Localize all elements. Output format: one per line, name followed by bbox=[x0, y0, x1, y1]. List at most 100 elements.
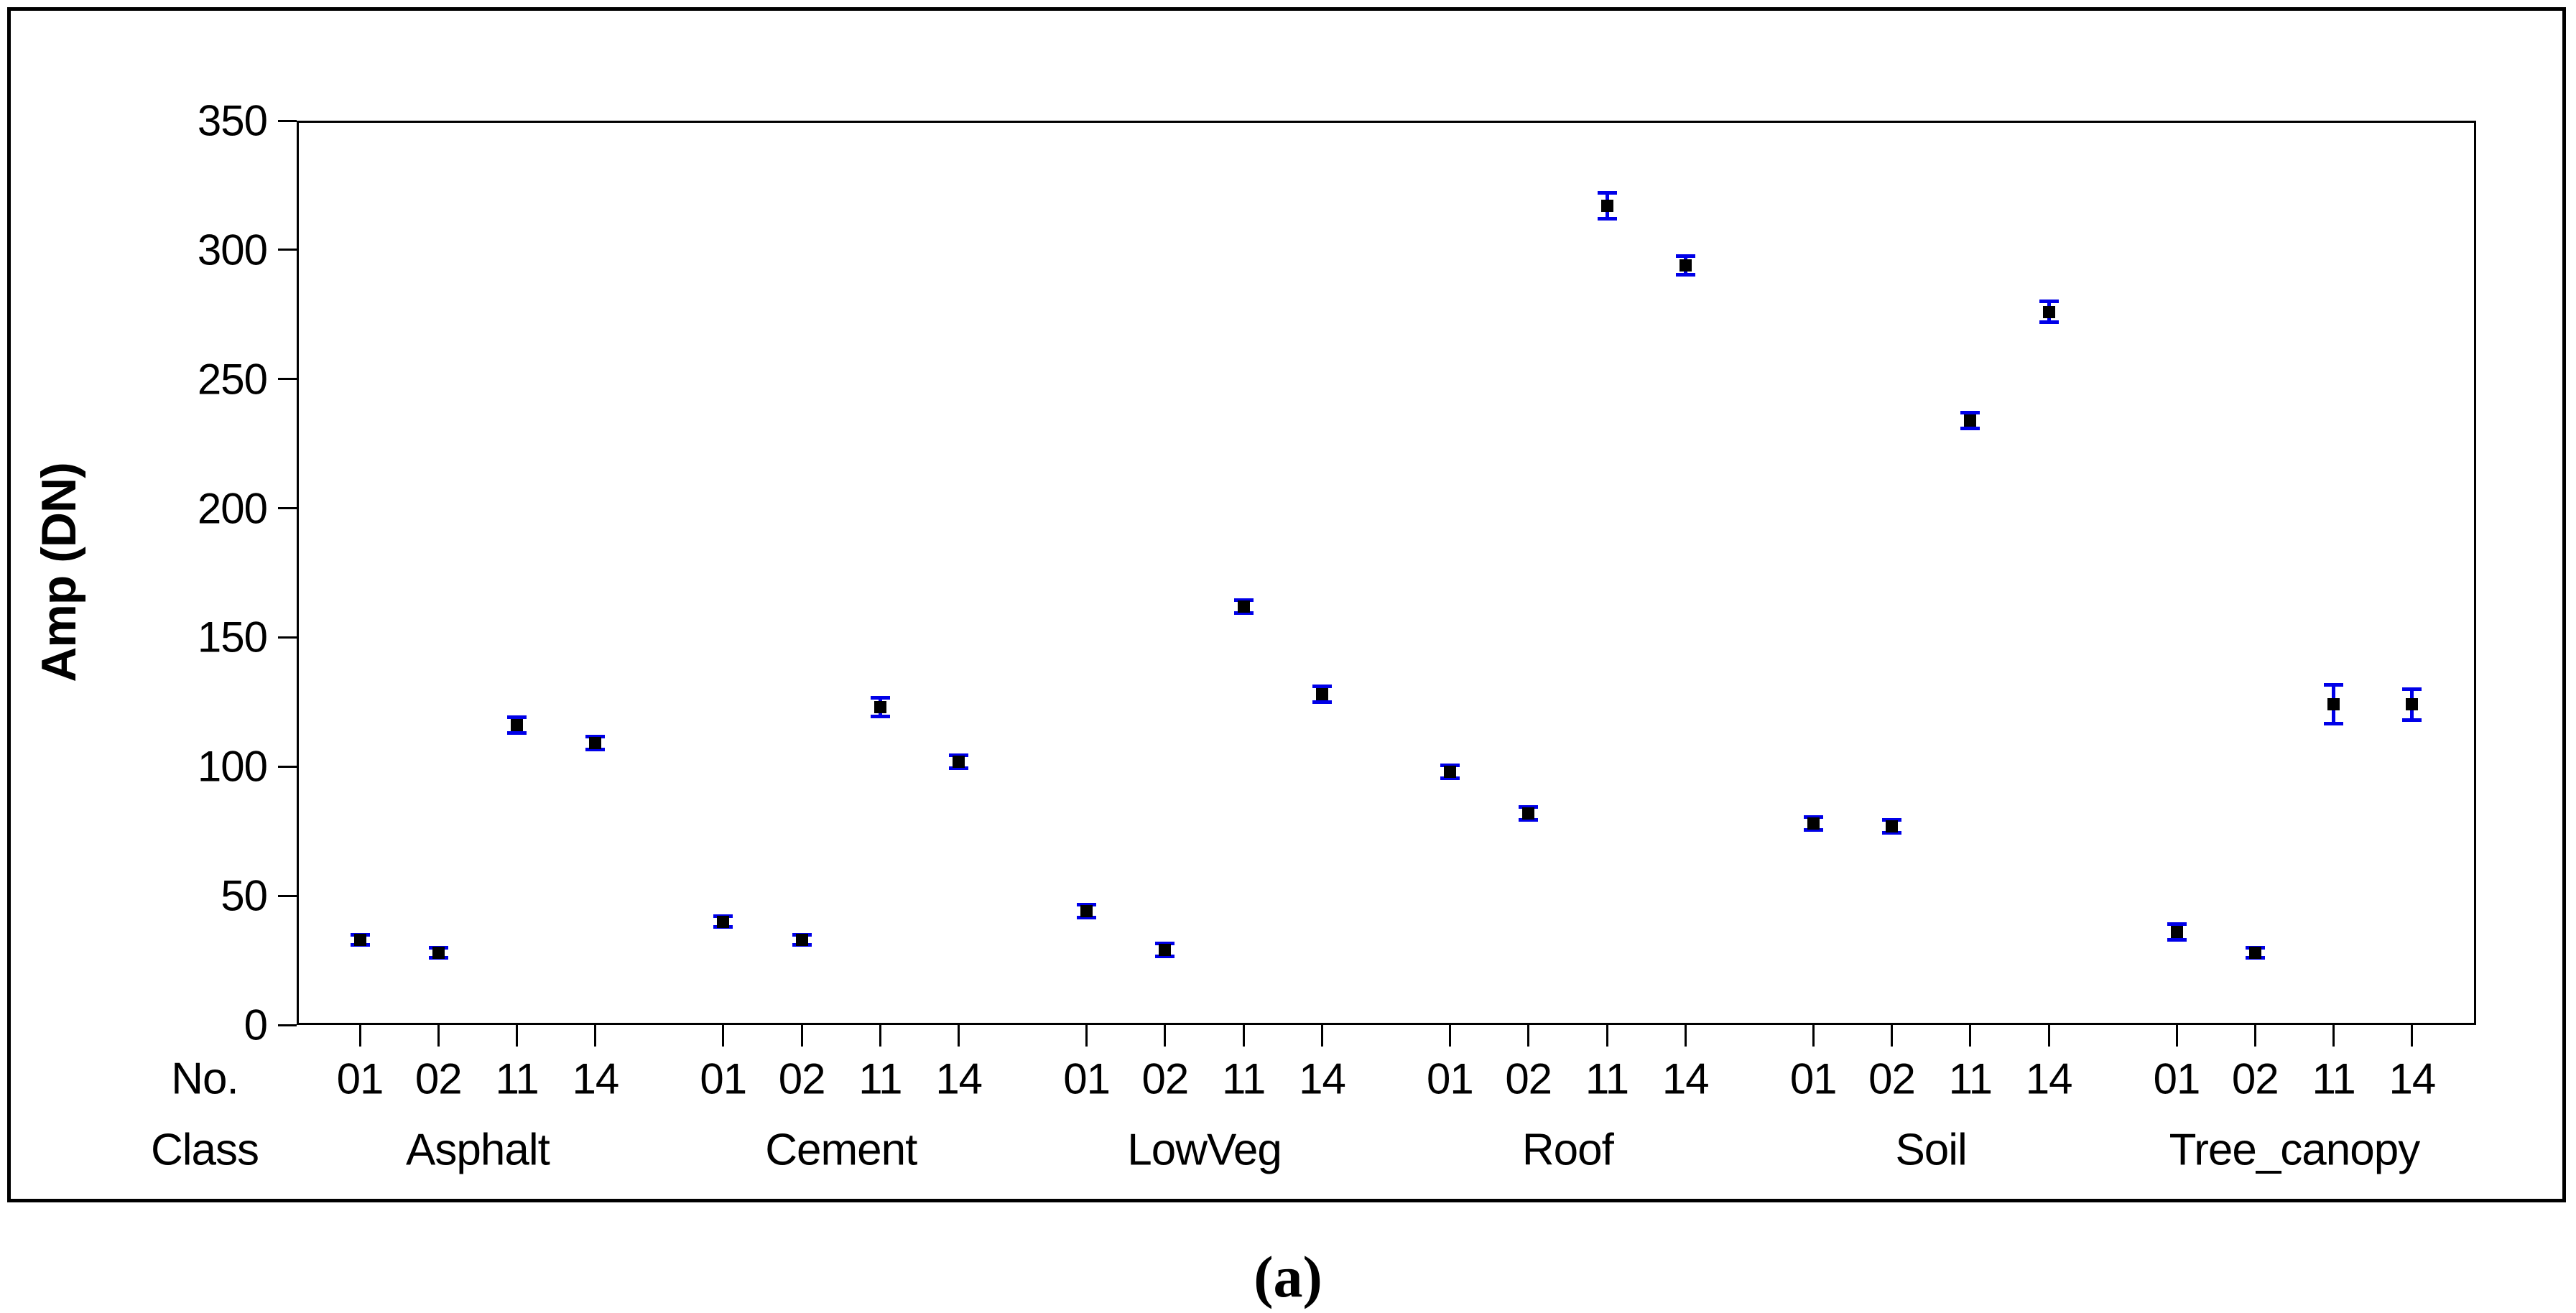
error-bar-cap bbox=[1960, 410, 1980, 414]
x-tick-label-tree-canopy-02: 02 bbox=[2231, 1054, 2279, 1103]
x-tick bbox=[879, 1025, 881, 1047]
class-label-tree-canopy: Tree_canopy bbox=[2169, 1125, 2421, 1175]
y-tick-label: 300 bbox=[197, 226, 268, 274]
x-tick-label-roof-01: 01 bbox=[1427, 1054, 1474, 1103]
marker-soil-01 bbox=[1807, 817, 1820, 830]
x-tick-label-cement-02: 02 bbox=[778, 1054, 826, 1103]
x-tick-label-lowveg-02: 02 bbox=[1141, 1054, 1190, 1103]
x-tick bbox=[516, 1025, 519, 1047]
x-tick-label-cement-14: 14 bbox=[935, 1054, 983, 1103]
error-bar-cap bbox=[1440, 763, 1460, 767]
x-tick-label-cement-01: 01 bbox=[700, 1054, 747, 1103]
x-tick-label-soil-11: 11 bbox=[1948, 1054, 1993, 1103]
error-bar-cap bbox=[1077, 903, 1097, 907]
marker-roof-02 bbox=[1522, 807, 1535, 820]
marker-soil-14 bbox=[2042, 305, 2055, 318]
x-tick bbox=[800, 1025, 803, 1047]
x-tick bbox=[358, 1025, 361, 1047]
y-tick bbox=[278, 765, 297, 768]
error-bar-cap bbox=[507, 731, 527, 736]
y-tick-label: 150 bbox=[197, 613, 268, 662]
error-bar-cap bbox=[2324, 722, 2344, 726]
x-tick-label-asphalt-01: 01 bbox=[336, 1054, 384, 1103]
error-bar-cap bbox=[1597, 191, 1617, 195]
error-bar-cap bbox=[1233, 611, 1254, 615]
marker-soil-02 bbox=[1886, 820, 1898, 832]
marker-cement-01 bbox=[717, 915, 730, 928]
x-tick bbox=[1448, 1025, 1451, 1047]
error-bar-cap bbox=[1803, 815, 1823, 819]
y-tick-label: 200 bbox=[197, 484, 268, 533]
x-tick-label-soil-14: 14 bbox=[2025, 1054, 2073, 1103]
error-bar-cap bbox=[2402, 687, 2422, 691]
x-tick bbox=[1684, 1025, 1687, 1047]
error-bar-cap bbox=[1155, 942, 1175, 946]
error-bar-cap bbox=[1519, 817, 1539, 822]
error-bar-cap bbox=[1440, 776, 1460, 780]
x-tick bbox=[2332, 1025, 2335, 1047]
x-tick bbox=[958, 1025, 960, 1047]
x-tick-label-soil-02: 02 bbox=[1868, 1054, 1916, 1103]
y-tick-label: 50 bbox=[221, 871, 268, 920]
error-bar-cap bbox=[1960, 426, 1980, 430]
y-tick-label: 0 bbox=[244, 1001, 268, 1049]
y-tick bbox=[278, 894, 297, 897]
marker-tree-canopy-01 bbox=[2170, 926, 2183, 938]
marker-tree-canopy-02 bbox=[2248, 946, 2261, 959]
x-tick-label-asphalt-02: 02 bbox=[414, 1054, 463, 1103]
marker-tree-canopy-11 bbox=[2327, 698, 2340, 711]
class-label-roof: Roof bbox=[1521, 1125, 1614, 1175]
error-bar-cap bbox=[1312, 685, 1332, 689]
x-tick-label-asphalt-11: 11 bbox=[495, 1054, 539, 1103]
error-bar-cap bbox=[1077, 916, 1097, 920]
error-bar-cap bbox=[1675, 254, 1695, 259]
marker-tree-canopy-14 bbox=[2406, 698, 2419, 711]
marker-asphalt-14 bbox=[589, 737, 602, 750]
error-bar-cap bbox=[1155, 955, 1175, 959]
y-tick-label: 350 bbox=[197, 96, 268, 145]
x-tick-label-roof-02: 02 bbox=[1505, 1054, 1552, 1103]
error-bar-cap bbox=[507, 715, 527, 720]
error-bar-cap bbox=[1597, 217, 1617, 221]
x-tick bbox=[1085, 1025, 1088, 1047]
x-tick bbox=[1891, 1025, 1893, 1047]
error-bar-cap bbox=[2324, 683, 2344, 687]
error-bar-cap bbox=[2039, 300, 2059, 304]
x-tick-label-asphalt-14: 14 bbox=[572, 1054, 620, 1103]
x-tick-label-tree-canopy-01: 01 bbox=[2153, 1054, 2201, 1103]
error-bar-cap bbox=[1882, 817, 1901, 822]
x-axis-row-label-class: Class bbox=[150, 1125, 259, 1175]
marker-lowveg-14 bbox=[1316, 688, 1328, 701]
error-bar-cap bbox=[1519, 804, 1539, 809]
y-tick bbox=[278, 1024, 297, 1026]
x-tick bbox=[1812, 1025, 1815, 1047]
marker-roof-11 bbox=[1600, 200, 1613, 213]
error-bar-cap bbox=[1233, 598, 1254, 602]
x-axis-row-label-no: No. bbox=[171, 1054, 238, 1104]
x-tick-label-tree-canopy-14: 14 bbox=[2389, 1054, 2437, 1103]
marker-cement-02 bbox=[795, 933, 808, 946]
x-tick bbox=[1969, 1025, 1972, 1047]
x-tick-label-soil-01: 01 bbox=[1789, 1054, 1838, 1103]
marker-lowveg-02 bbox=[1159, 944, 1172, 957]
x-tick bbox=[1321, 1025, 1323, 1047]
y-tick bbox=[278, 249, 297, 251]
marker-cement-11 bbox=[874, 701, 886, 714]
error-bar-cap bbox=[949, 753, 969, 757]
x-tick bbox=[1527, 1025, 1530, 1047]
error-bar-cap bbox=[2167, 937, 2187, 942]
marker-cement-14 bbox=[953, 755, 965, 768]
x-tick bbox=[2253, 1025, 2256, 1047]
x-tick bbox=[2411, 1025, 2414, 1047]
x-tick bbox=[2175, 1025, 2178, 1047]
error-bar-cap bbox=[949, 766, 969, 770]
x-tick bbox=[2047, 1025, 2050, 1047]
y-axis-title: Amp (DN) bbox=[32, 463, 86, 682]
y-tick bbox=[278, 119, 297, 122]
x-tick bbox=[594, 1025, 597, 1047]
error-bar-cap bbox=[585, 748, 606, 752]
x-tick bbox=[1606, 1025, 1608, 1047]
y-tick-label: 100 bbox=[197, 742, 268, 791]
y-tick bbox=[278, 636, 297, 639]
error-bar-cap bbox=[870, 714, 890, 718]
